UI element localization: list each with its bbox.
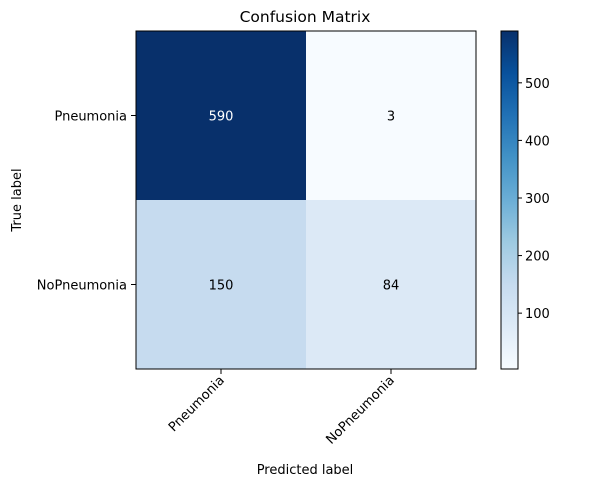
colorbar-tick-label: 500 [525, 77, 550, 92]
heatmap-cell [136, 200, 306, 369]
cell-value-label: 3 [387, 110, 395, 125]
x-tick-label: Pneumonia [166, 373, 228, 435]
heatmap-cell [306, 200, 476, 369]
y-tick-label: NoPneumonia [37, 279, 127, 294]
y-axis: Pneumonia NoPneumonia [37, 110, 136, 294]
colorbar-tick-label: 200 [525, 250, 550, 265]
cell-value-label: 84 [383, 279, 400, 294]
colorbar-tick-label: 400 [525, 134, 550, 149]
x-tick-label: NoPneumonia [323, 373, 397, 447]
x-axis-label: Predicted label [257, 463, 354, 478]
plot-frame [135, 30, 477, 370]
chart-title: Confusion Matrix [240, 8, 371, 26]
colorbar-tick-label: 100 [525, 307, 550, 322]
heatmap-cell [136, 31, 306, 200]
colorbar-ticks: 100 200 300 400 500 [518, 77, 550, 322]
heatmap-cell [306, 31, 476, 200]
y-axis-label: True label [10, 168, 25, 232]
x-axis: Pneumonia NoPneumonia [166, 369, 398, 448]
colorbar [500, 30, 519, 370]
heatmap-cells: 590 3 150 84 [136, 31, 476, 369]
cell-value-label: 150 [209, 279, 234, 294]
colorbar-tick-label: 300 [525, 192, 550, 207]
y-tick-label: Pneumonia [54, 110, 127, 125]
cell-value-label: 590 [209, 110, 234, 125]
